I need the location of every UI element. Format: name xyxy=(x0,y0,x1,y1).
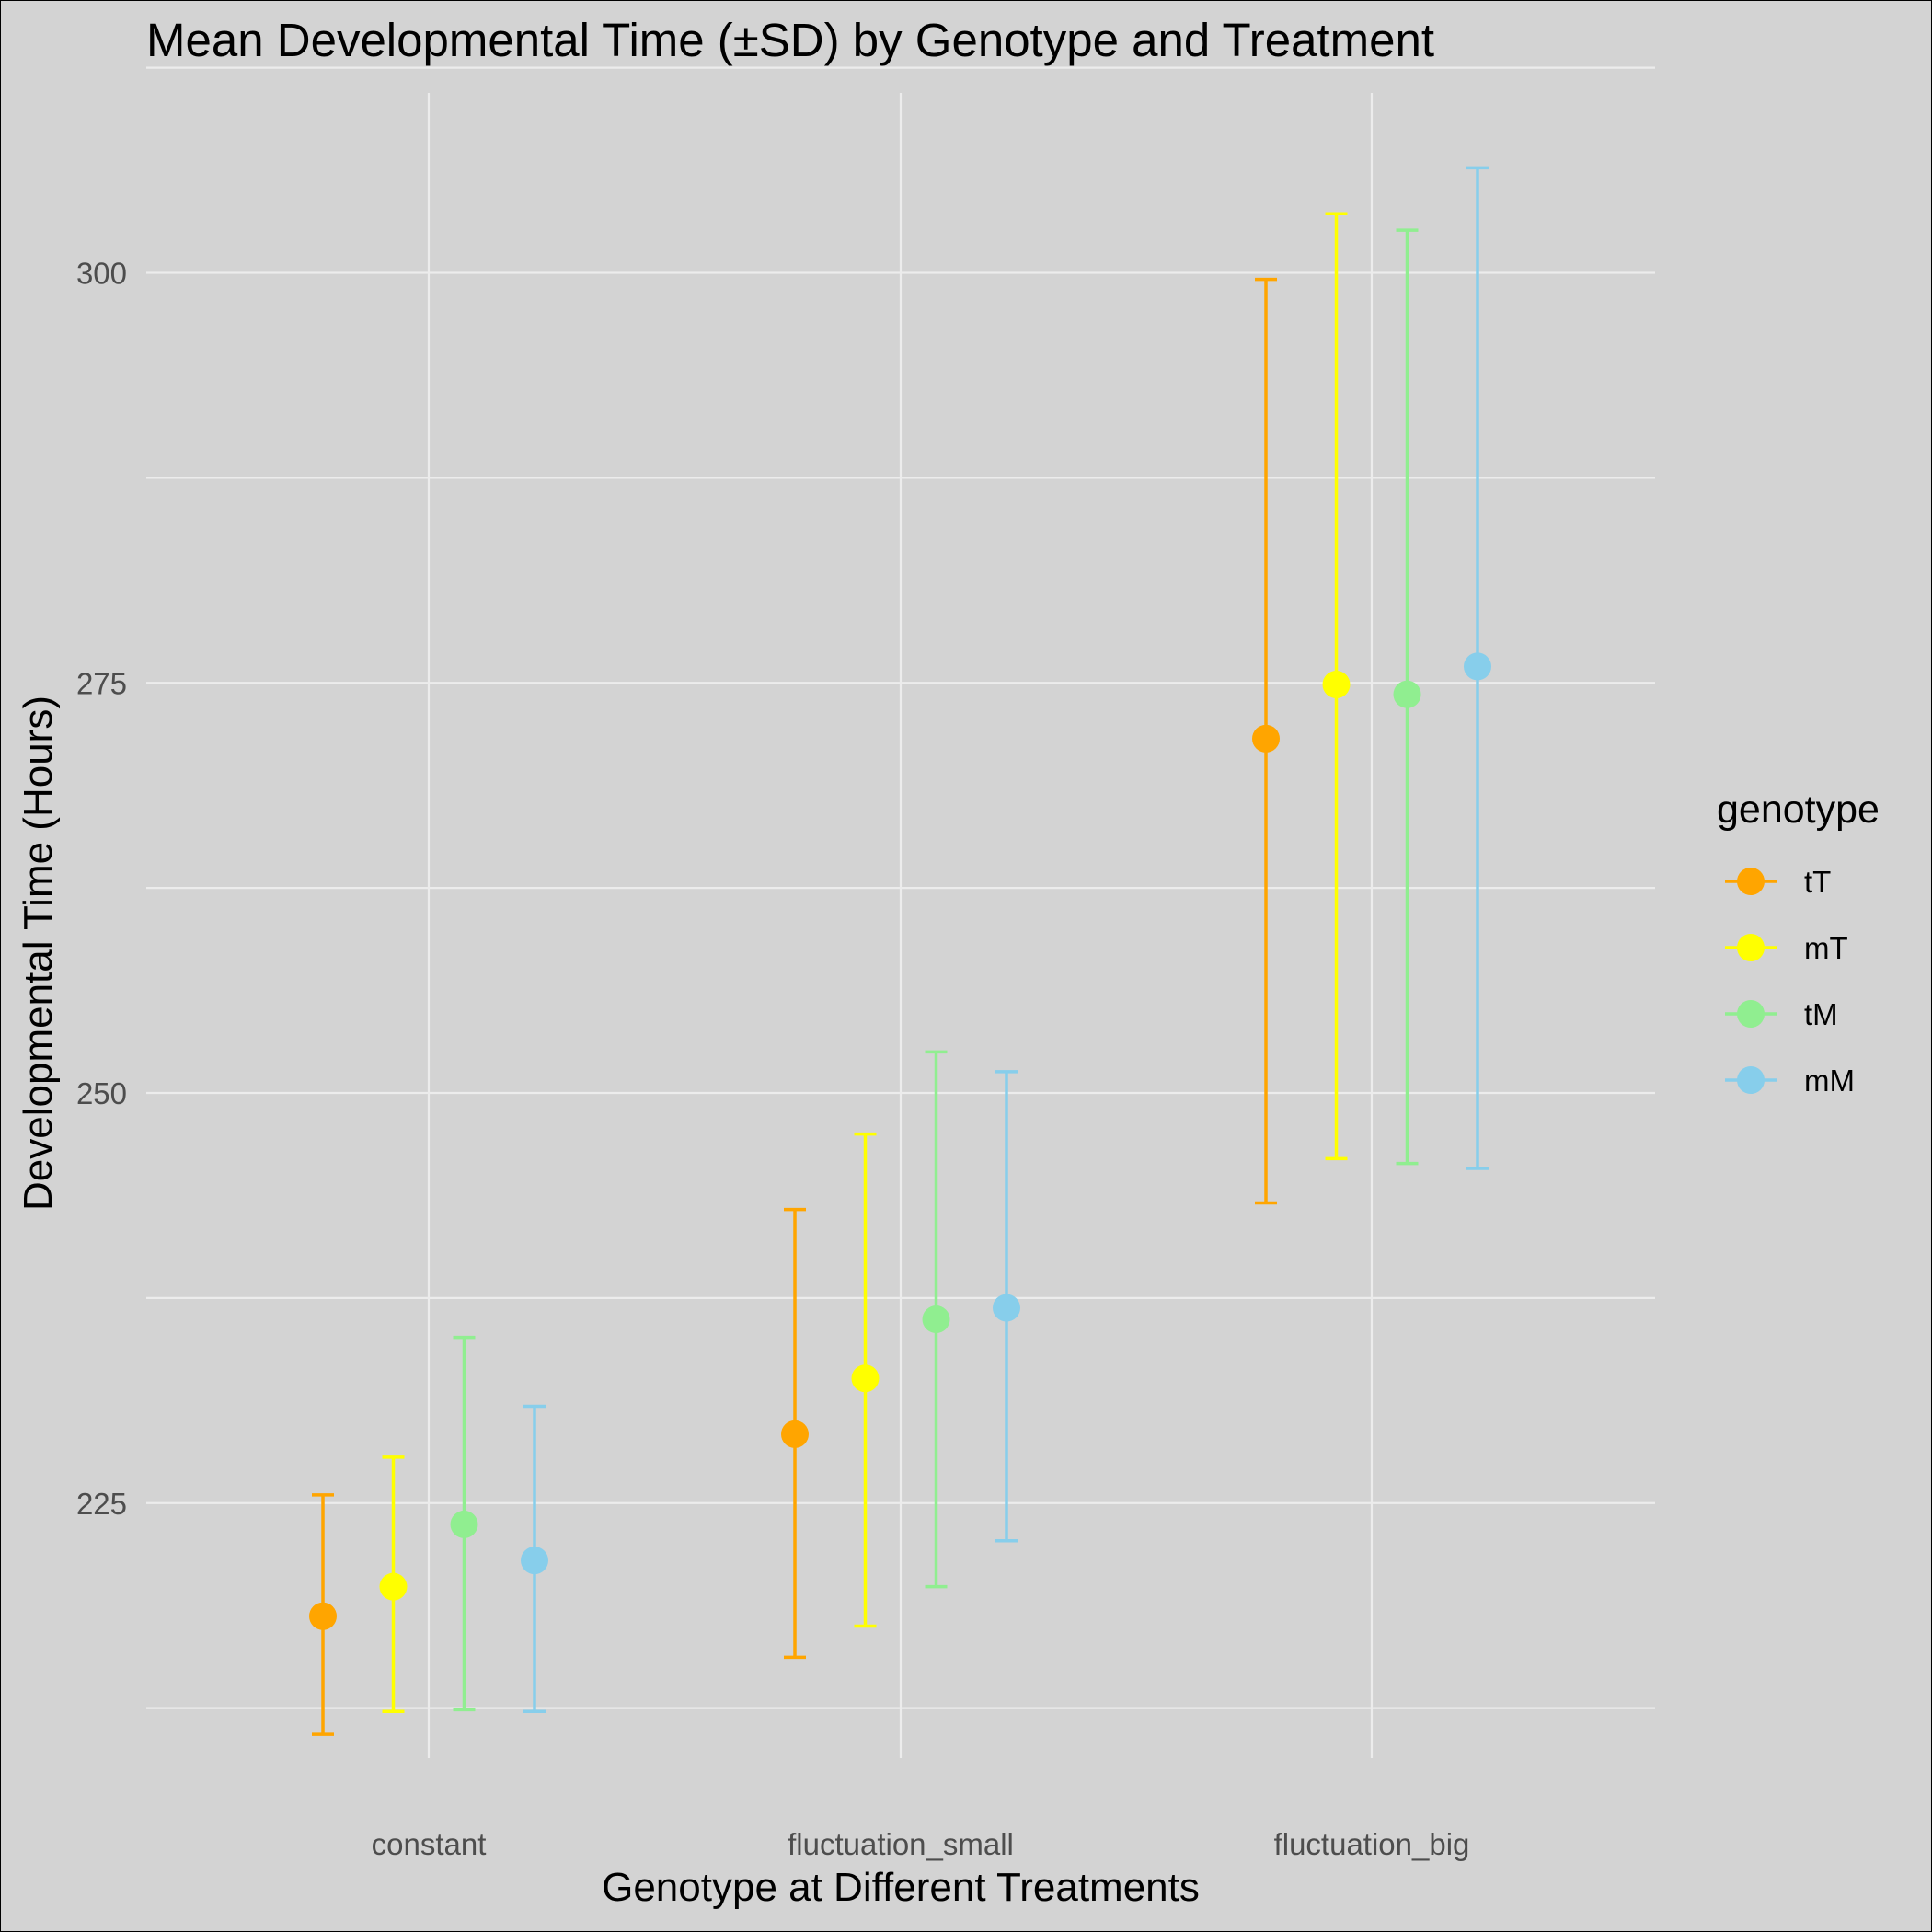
y-tick-label: 275 xyxy=(76,666,127,700)
data-point xyxy=(450,1510,478,1538)
plot-marks xyxy=(309,166,1491,1736)
gridlines xyxy=(146,66,1655,1758)
x-axis-title: Genotype at Different Treatments xyxy=(602,1865,1200,1910)
legend-key xyxy=(1725,868,1777,895)
data-point xyxy=(521,1547,548,1575)
legend-key xyxy=(1725,1000,1777,1028)
legend-label: tT xyxy=(1804,865,1831,899)
legend-title: genotype xyxy=(1717,788,1880,832)
data-point xyxy=(781,1420,809,1448)
axis-ticks: 225 250 275 300 constant fluctuation_small flu… xyxy=(76,257,1469,1862)
x-tick-label: fluctuation_small xyxy=(788,1827,1014,1861)
data-point xyxy=(1464,652,1491,681)
data-point xyxy=(851,1364,880,1393)
y-tick-label: 250 xyxy=(76,1076,127,1110)
legend-label: mM xyxy=(1804,1064,1855,1098)
data-point xyxy=(1393,680,1421,708)
legend-label: mT xyxy=(1804,931,1848,965)
x-tick-label: fluctuation_big xyxy=(1274,1827,1470,1861)
legend-key xyxy=(1725,934,1777,961)
x-tick-label: constant xyxy=(372,1827,487,1861)
data-point xyxy=(309,1602,337,1630)
data-point xyxy=(379,1572,408,1601)
legend-key xyxy=(1725,1066,1777,1094)
y-axis-title: Developmental Time (Hours) xyxy=(16,696,61,1211)
legend-label: tM xyxy=(1804,997,1838,1031)
data-point xyxy=(993,1294,1020,1322)
legend-key-point xyxy=(1737,934,1765,961)
data-point xyxy=(1322,671,1351,699)
y-tick-label: 225 xyxy=(76,1487,127,1521)
legend-key-point xyxy=(1737,868,1765,895)
legend-key-point xyxy=(1737,1066,1765,1094)
y-tick-label: 300 xyxy=(76,257,127,291)
data-point xyxy=(922,1305,950,1334)
data-point xyxy=(1252,724,1280,753)
chart-title: Mean Developmental Time (±SD) by Genotyp… xyxy=(146,14,1434,66)
legend: genotype tT mT tM mM xyxy=(1717,788,1880,1098)
legend-key-point xyxy=(1737,1000,1765,1028)
